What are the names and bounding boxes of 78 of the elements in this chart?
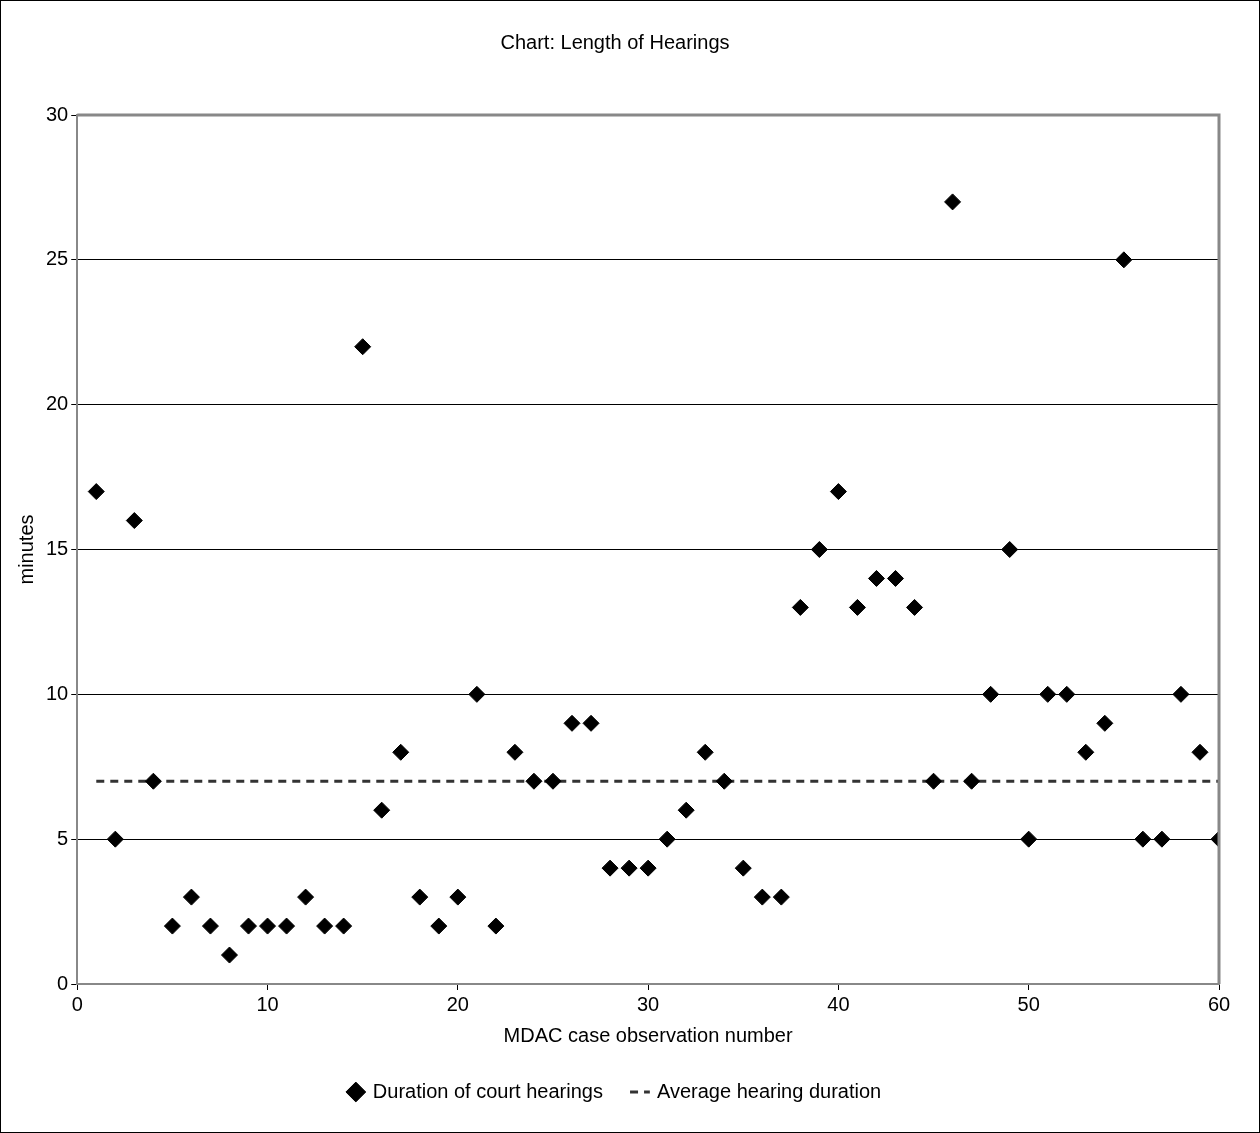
point — [468, 685, 486, 703]
point — [430, 917, 448, 935]
point — [715, 772, 733, 790]
point — [1134, 830, 1152, 848]
point — [734, 859, 752, 877]
chart-title: Chart: Length of Hearings — [500, 30, 730, 53]
y-tick-label: 0 — [57, 971, 69, 994]
point — [582, 714, 600, 732]
point — [639, 859, 657, 877]
x-tick-label: 60 — [1207, 992, 1231, 1015]
point — [525, 772, 543, 790]
point — [982, 685, 1000, 703]
point — [449, 888, 467, 906]
point — [810, 541, 828, 558]
point — [278, 917, 296, 935]
point — [1020, 830, 1038, 848]
y-tick-label: 10 — [46, 681, 69, 704]
point — [906, 598, 924, 616]
y-tick-label: 30 — [46, 102, 69, 125]
x-tick-label: 50 — [1017, 992, 1040, 1015]
point — [1191, 743, 1209, 761]
point — [411, 888, 429, 906]
point — [354, 338, 372, 356]
point — [87, 483, 105, 501]
legend-label: Average hearing duration — [656, 1079, 882, 1102]
point — [601, 859, 619, 877]
x-tick-label: 0 — [71, 992, 83, 1015]
point — [1096, 714, 1114, 732]
point — [1077, 743, 1095, 761]
point — [753, 888, 771, 906]
point — [487, 917, 505, 935]
x-axis-title: MDAC case observation number — [503, 1023, 793, 1046]
x-tick-label: 40 — [827, 992, 850, 1015]
point — [125, 512, 143, 530]
point — [201, 917, 219, 935]
legend-label: Duration of court hearings — [372, 1079, 603, 1102]
point — [392, 743, 410, 761]
point — [772, 888, 790, 906]
point — [259, 917, 277, 935]
point — [335, 917, 353, 935]
y-tick-label: 20 — [46, 392, 69, 415]
y-tick-label: 25 — [46, 247, 69, 270]
point — [829, 483, 847, 501]
point — [373, 801, 391, 819]
point — [1115, 251, 1133, 269]
point — [220, 946, 238, 964]
point — [163, 917, 181, 935]
x-tick-label: 30 — [637, 992, 660, 1015]
y-tick-label: 15 — [46, 537, 69, 560]
point — [106, 830, 124, 848]
point — [506, 743, 524, 761]
point — [1058, 685, 1076, 703]
point — [925, 772, 943, 790]
y-tick-label: 5 — [57, 826, 69, 849]
point — [867, 569, 885, 587]
y-axis-title: minutes — [14, 514, 37, 585]
point — [848, 598, 866, 616]
point — [1039, 685, 1057, 703]
point — [1001, 541, 1019, 558]
point — [1153, 830, 1171, 848]
point — [144, 772, 162, 790]
point — [620, 859, 638, 877]
point — [316, 917, 334, 935]
point — [658, 830, 676, 848]
point — [563, 714, 581, 732]
x-tick-label: 20 — [446, 992, 469, 1015]
point — [963, 772, 981, 790]
point — [182, 888, 200, 906]
point — [944, 193, 962, 211]
point — [240, 917, 258, 935]
point — [1172, 685, 1190, 703]
point — [297, 888, 315, 906]
point — [791, 598, 809, 616]
point — [696, 743, 714, 761]
point — [887, 569, 904, 587]
point — [544, 772, 562, 790]
x-tick-label: 10 — [256, 992, 279, 1015]
point — [677, 801, 695, 819]
